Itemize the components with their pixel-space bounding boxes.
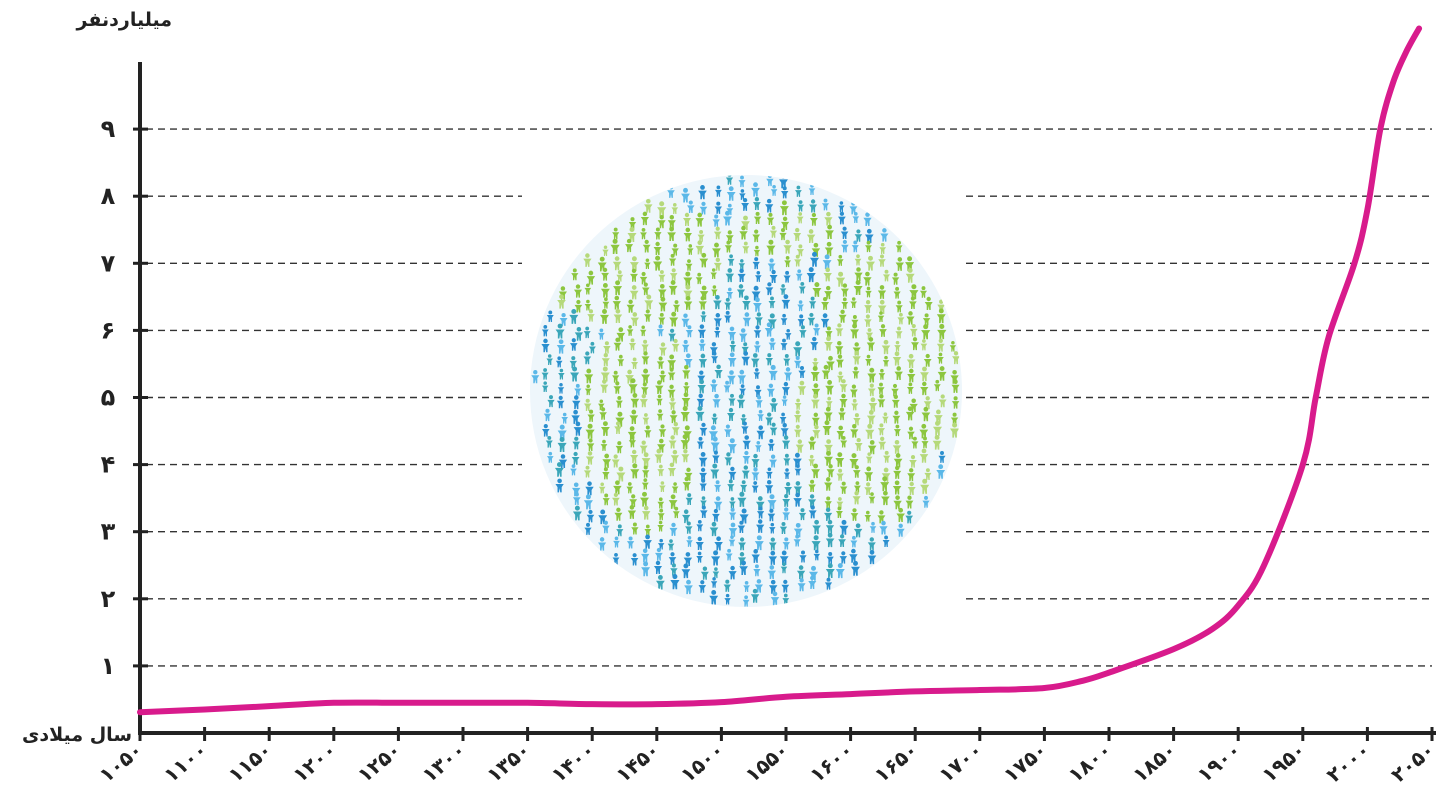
y-ticks: ۱ ۲ ۳ ۴ ۵ ۶ ۷ ۸ ۹ [101, 115, 148, 680]
y-tick-label: ۹ [101, 115, 116, 143]
globe-disc [530, 175, 962, 607]
x-axis-title: سال میلادی [22, 724, 132, 746]
x-tick-label: ۱۷۵۰ [999, 737, 1052, 787]
x-tick-label: ۱۷۰۰ [934, 737, 987, 787]
x-tick-label: ۱۳۵۰ [482, 737, 535, 787]
x-tick-label: ۱۲۰۰ [288, 737, 341, 787]
globe-people [531, 175, 960, 607]
y-tick-label: ۸ [101, 182, 116, 210]
x-tick-label: ۱۶۰۰ [805, 737, 858, 787]
globe-made-of-people-icon [524, 168, 966, 612]
x-tick-label: ۱۳۰۰ [417, 737, 470, 787]
x-tick-label: ۲۰۵۰ [1386, 737, 1439, 787]
x-tick-label: ۱۴۰۰ [547, 737, 600, 787]
x-ticks: ۱۰۵۰ ۱۱۰۰ ۱۱۵۰ ۱۲۰۰ ۱۲۵۰ ۱۳۰۰ ۱۳۵۰ ۱۴۰۰ ۱۴۵۰ ۱۵۰۰… [94, 727, 1439, 787]
x-tick-label: ۱۱۰۰ [159, 737, 212, 787]
grid-lines [146, 128, 1432, 667]
y-tick-label: ۴ [101, 451, 116, 479]
x-tick-label: ۲۰۰۰ [1322, 737, 1375, 787]
x-tick-label: ۱۵۰۰ [676, 737, 729, 787]
x-tick-label: ۱۹۰۰ [1193, 737, 1246, 787]
x-tick-label: ۱۴۵۰ [611, 737, 664, 787]
x-tick-label: ۱۵۵۰ [740, 737, 793, 787]
series [137, 25, 1423, 716]
x-tick-label: ۱۱۵۰ [224, 737, 277, 787]
y-tick-label: ۱ [101, 652, 116, 680]
y-axis-title: میلیاردنفر [76, 9, 172, 31]
y-tick-label: ۵ [101, 384, 116, 412]
y-tick-label: ۳ [101, 518, 116, 546]
y-tick-label: ۷ [101, 249, 116, 277]
x-tick-label: ۱۲۵۰ [353, 737, 406, 787]
x-tick-label: ۱۸۵۰ [1128, 737, 1181, 787]
x-tick-label: ۱۶۵۰ [870, 737, 923, 787]
x-tick-label: ۱۸۰۰ [1063, 737, 1116, 787]
x-tick-label: ۱۹۵۰ [1257, 737, 1310, 787]
y-tick-label: ۶ [101, 316, 116, 344]
series-line-0 [137, 25, 1423, 716]
y-tick-label: ۲ [101, 585, 116, 613]
